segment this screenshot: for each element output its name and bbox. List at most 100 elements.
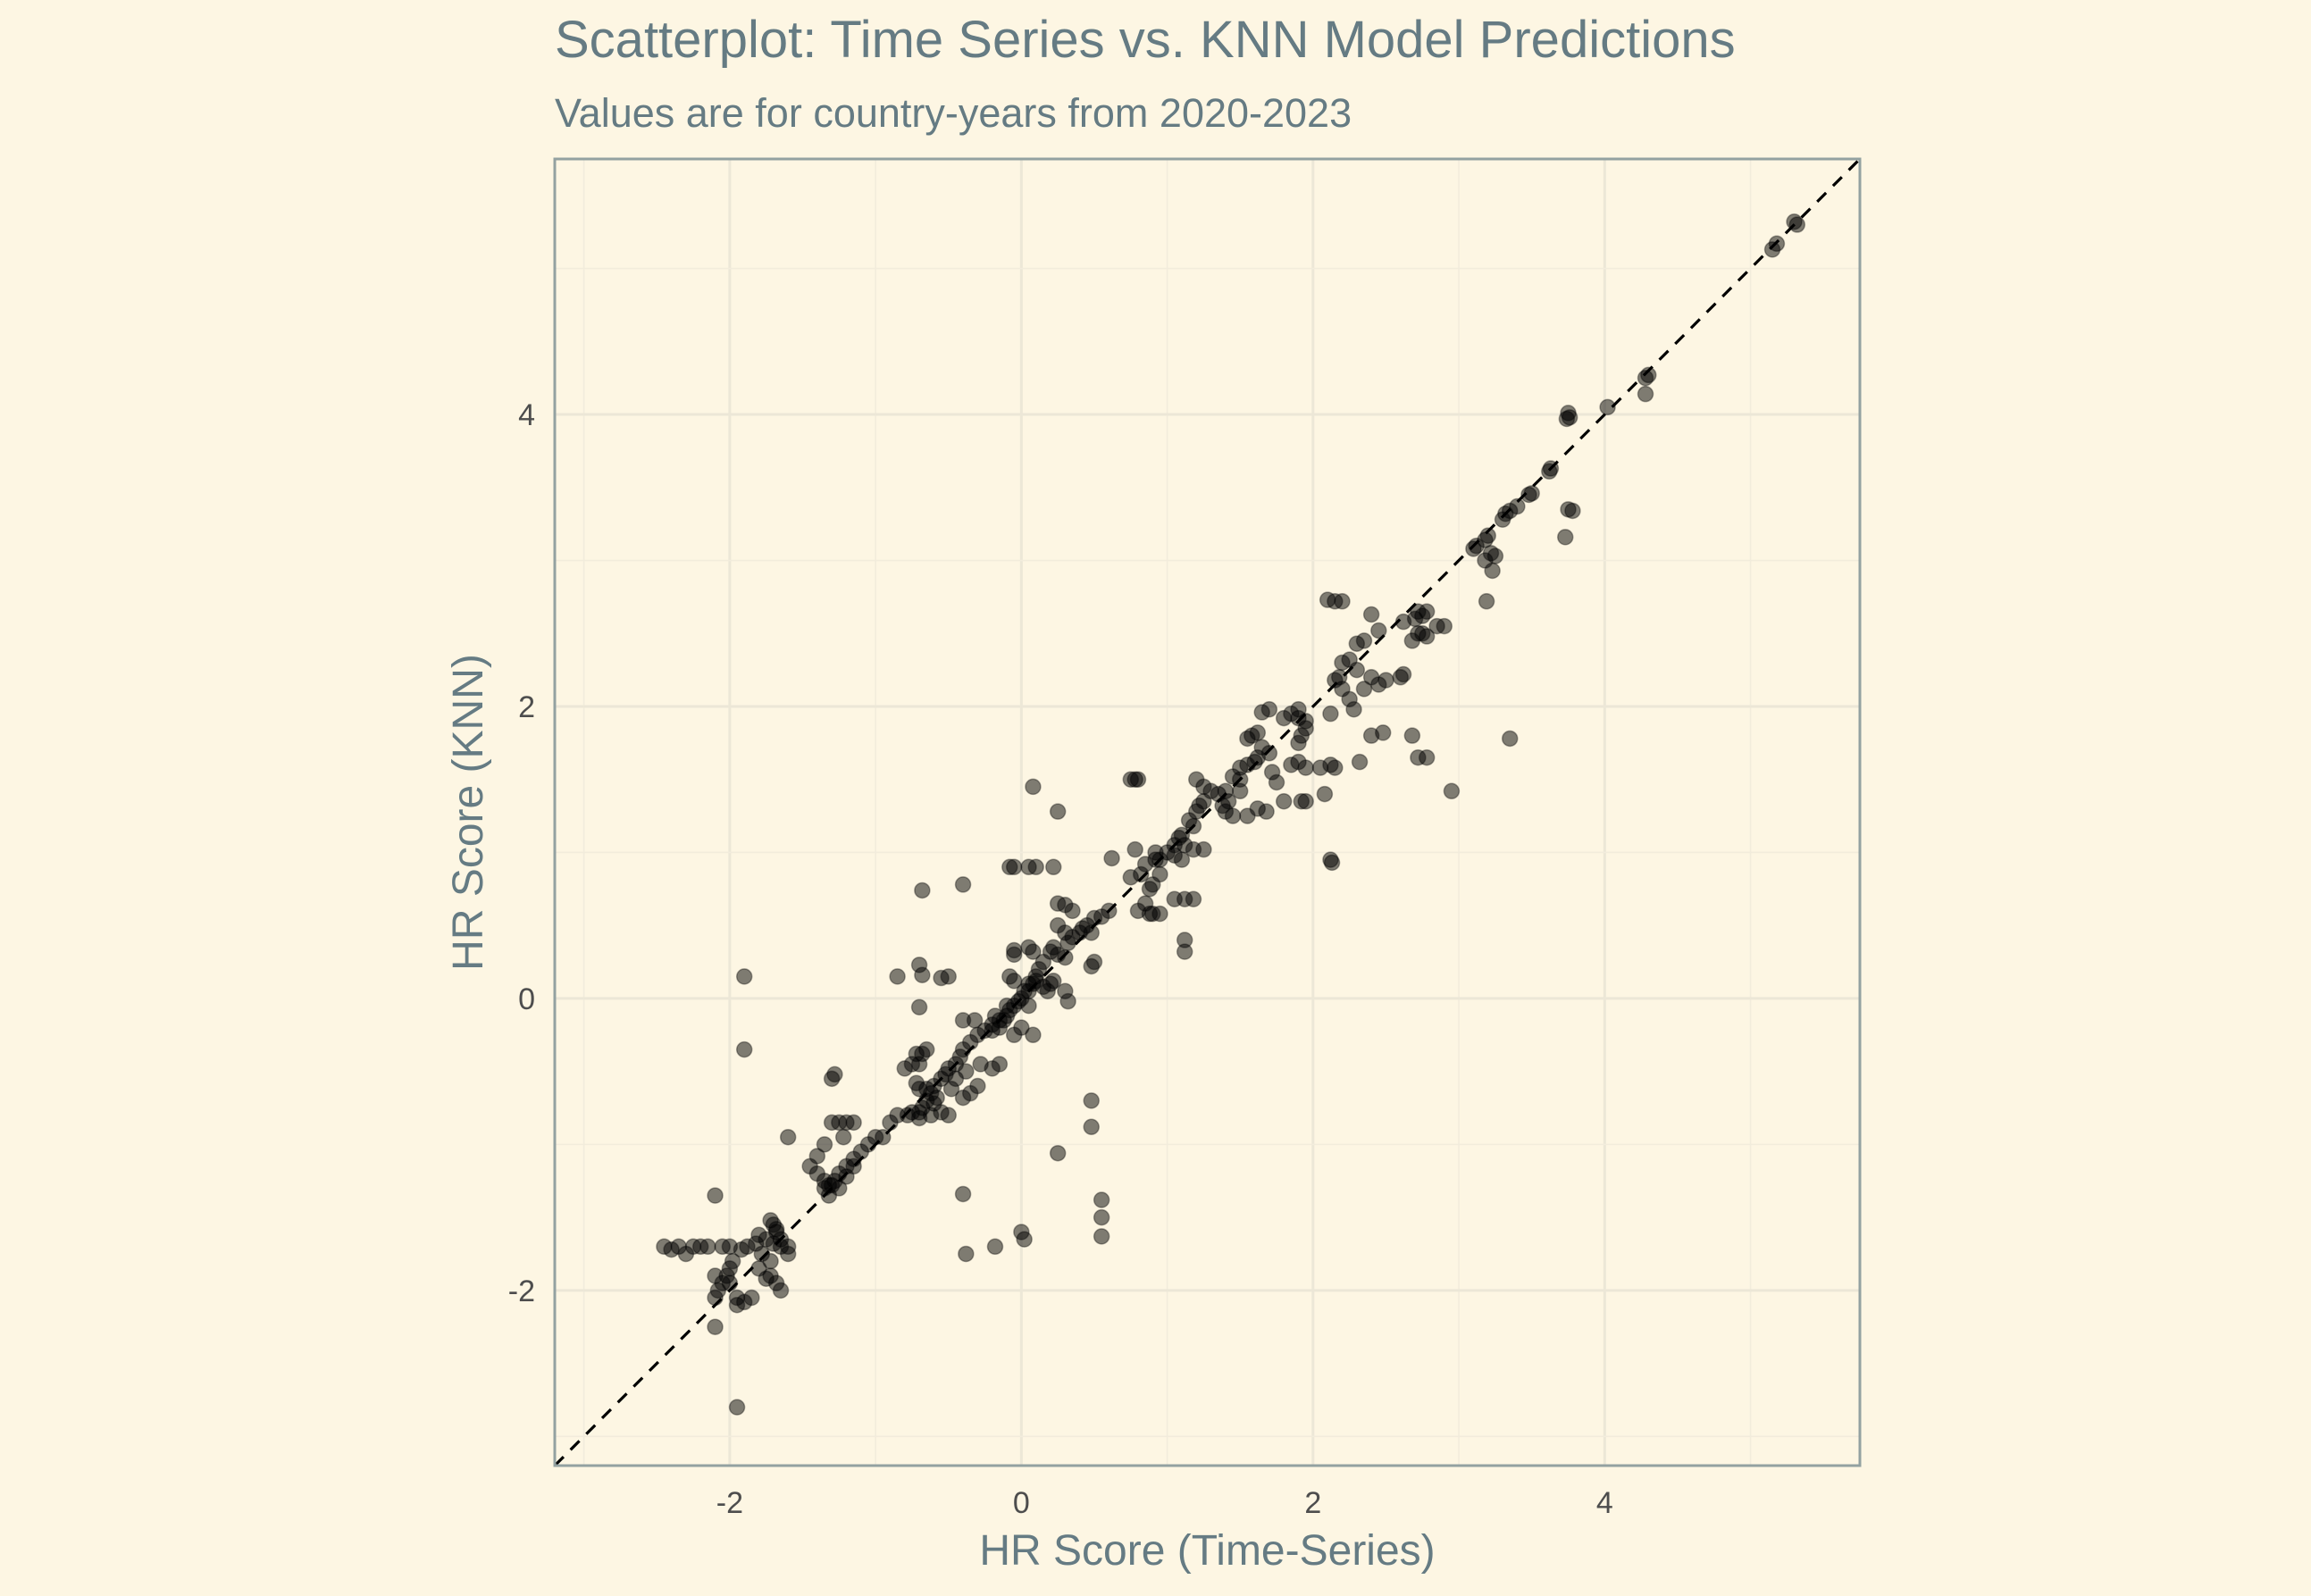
x-axis-title: HR Score (Time-Series) — [979, 1527, 1435, 1575]
scatter-point — [831, 1180, 848, 1197]
chart-title: Scatterplot: Time Series vs. KNN Model P… — [555, 11, 1736, 69]
y-axis-title: HR Score (KNN) — [445, 654, 492, 971]
scatter-point — [1147, 851, 1164, 868]
scatter-point — [1141, 881, 1159, 898]
scatter-point — [1151, 865, 1168, 883]
scatter-point — [1025, 1026, 1042, 1044]
scatter-point — [826, 1065, 843, 1083]
x-tick-label: 0 — [1013, 1486, 1030, 1520]
scatter-point — [823, 1114, 841, 1132]
scatter-point — [1564, 502, 1581, 520]
scatter-point — [954, 876, 972, 893]
plot-panel-border — [553, 157, 1862, 1467]
scatter-point — [1478, 593, 1495, 610]
scatter-point — [1083, 1092, 1100, 1109]
scatter-point — [707, 1187, 724, 1204]
scatter-point — [1374, 724, 1392, 741]
scatter-point — [1049, 916, 1067, 934]
scatter-point — [1348, 661, 1366, 679]
data-points — [656, 213, 1806, 1416]
scatter-point — [972, 1056, 989, 1073]
scatter-point — [998, 997, 1016, 1015]
scatter-point — [1494, 511, 1511, 529]
scatter-point — [1093, 1191, 1110, 1208]
scatter-point — [1020, 997, 1037, 1015]
scatter-point — [707, 1289, 724, 1307]
scatter-point — [1093, 1208, 1110, 1226]
scatter-point — [1297, 759, 1314, 776]
scatter-point — [1239, 730, 1256, 748]
scatter-point — [1394, 613, 1412, 631]
scatter-point — [1403, 727, 1421, 744]
scatter-point — [1045, 973, 1062, 990]
scatter-point — [1064, 902, 1081, 920]
scatter-point — [1557, 529, 1574, 546]
scatter-point — [910, 1081, 928, 1098]
scatter-point — [1788, 216, 1806, 233]
scatter-point — [889, 968, 906, 985]
scatter-point — [728, 1399, 746, 1416]
scatter-point — [1355, 681, 1373, 698]
scatter-point — [1637, 369, 1654, 387]
y-tick-label: -2 — [508, 1274, 535, 1308]
scatter-point — [1083, 924, 1100, 941]
scatter-point — [1362, 606, 1380, 623]
scatter-point — [1045, 858, 1062, 876]
scatter-point — [1370, 676, 1387, 693]
scatter-point — [707, 1318, 724, 1335]
scatter-point — [699, 1238, 716, 1256]
scatter-point — [986, 1007, 1004, 1024]
scatter-point — [1268, 773, 1285, 791]
scatter-point — [1185, 817, 1202, 835]
scatter-point — [1025, 943, 1042, 960]
identity-reference-line — [553, 157, 1862, 1467]
scatter-point — [1418, 628, 1436, 645]
scatter-point — [1016, 1231, 1033, 1248]
scatter-point — [1501, 730, 1519, 748]
scatter-point — [928, 1089, 945, 1107]
scatter-point — [1122, 868, 1140, 886]
x-tick-label: 2 — [1304, 1486, 1321, 1520]
scatter-point — [1176, 943, 1193, 960]
scatter-point — [1311, 759, 1329, 776]
scatter-point — [772, 1282, 790, 1299]
scatter-point — [1327, 759, 1344, 776]
scatter-point — [779, 1128, 797, 1146]
scatter-point — [1403, 632, 1421, 649]
scatter-point — [969, 1077, 986, 1095]
scatter-point — [735, 1040, 753, 1058]
y-tick-label: 2 — [518, 690, 535, 724]
scatter-point — [882, 1114, 899, 1132]
scatter-point — [1013, 1019, 1030, 1036]
scatter-point — [1334, 593, 1351, 610]
scatter-point — [1275, 709, 1293, 727]
scatter-point — [1637, 385, 1654, 403]
scatter-point — [1049, 803, 1067, 820]
scatter-point — [1195, 840, 1212, 858]
scatter-point — [1275, 792, 1293, 810]
scatter-point — [1258, 803, 1275, 820]
scatter-point — [728, 1289, 746, 1307]
scatter-point — [940, 1107, 957, 1124]
scatter-point — [1103, 849, 1120, 867]
scatter-point — [1520, 486, 1537, 504]
scatter-point — [1541, 463, 1558, 480]
scatter-point — [940, 968, 957, 985]
scatter-point — [942, 1081, 960, 1098]
scatter-point — [954, 1185, 972, 1203]
scatter-point — [1083, 957, 1100, 975]
scatter-point — [1370, 622, 1387, 639]
scatter-point — [816, 1136, 833, 1153]
scatter-point — [918, 1040, 935, 1058]
scatter-point — [914, 966, 931, 984]
x-axis-ticks: -2 0 2 4 — [716, 1486, 1613, 1520]
y-tick-label: 4 — [518, 398, 535, 432]
scatter-point — [1297, 792, 1314, 810]
scatter-point — [721, 1238, 739, 1256]
scatter-point — [1126, 840, 1143, 858]
scatter-point — [1599, 398, 1616, 416]
x-tick-label: 4 — [1596, 1486, 1613, 1520]
scatter-point — [1253, 704, 1270, 721]
x-tick-label: -2 — [716, 1486, 743, 1520]
